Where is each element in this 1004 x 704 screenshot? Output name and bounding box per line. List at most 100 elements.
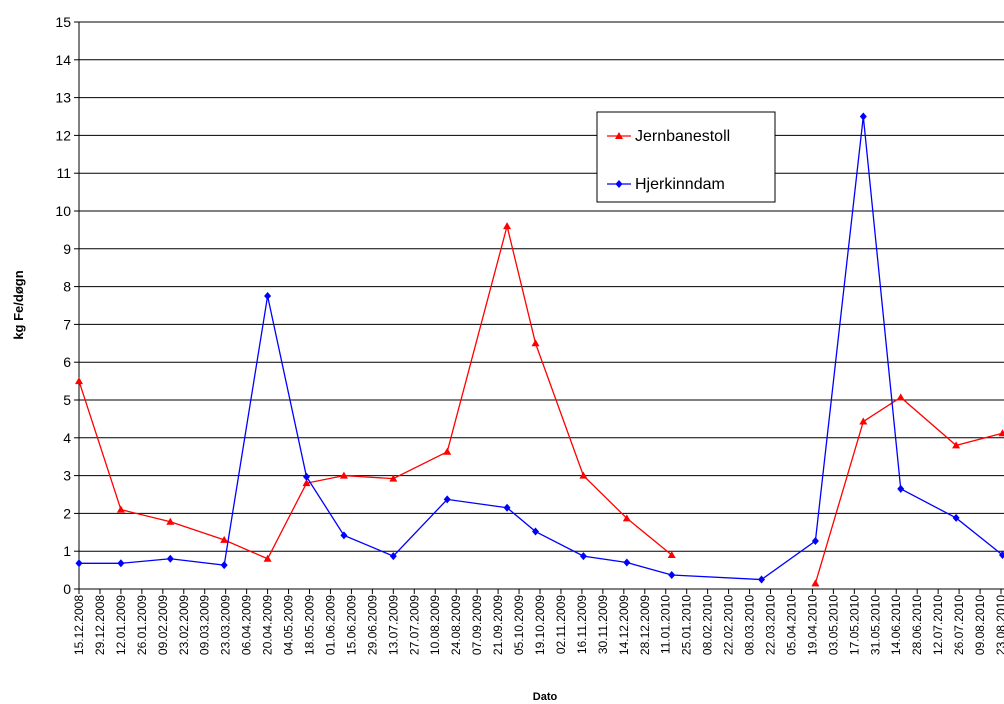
x-tick-label: 30.11.2009 bbox=[596, 595, 610, 654]
x-tick-label: 06.04.2009 bbox=[240, 595, 254, 655]
marker bbox=[622, 514, 631, 522]
x-tick-label: 17.05.2010 bbox=[847, 595, 861, 655]
x-tick-label: 23.02.2009 bbox=[177, 595, 191, 655]
marker bbox=[117, 559, 125, 568]
y-tick-label: 3 bbox=[63, 468, 71, 484]
marker bbox=[668, 571, 676, 580]
x-tick-label: 11.01.2010 bbox=[659, 595, 673, 654]
marker bbox=[166, 517, 175, 525]
marker bbox=[897, 484, 905, 493]
marker bbox=[896, 393, 905, 401]
x-tick-label: 07.09.2009 bbox=[470, 595, 484, 655]
x-tick-label: 13.07.2009 bbox=[386, 595, 400, 655]
y-tick-label: 10 bbox=[55, 203, 71, 219]
marker bbox=[579, 471, 588, 479]
x-tick-label: 27.07.2009 bbox=[407, 595, 421, 655]
y-tick-label: 8 bbox=[63, 279, 71, 295]
marker bbox=[623, 558, 631, 567]
x-tick-label: 09.02.2009 bbox=[156, 595, 170, 655]
x-tick-label: 15.12.2008 bbox=[72, 595, 86, 655]
marker bbox=[859, 112, 867, 121]
x-tick-label: 05.10.2009 bbox=[512, 595, 526, 655]
marker bbox=[952, 513, 960, 522]
marker bbox=[263, 554, 272, 562]
marker bbox=[531, 339, 540, 347]
y-tick-label: 5 bbox=[63, 392, 71, 408]
x-tick-label: 23.08.2010 bbox=[994, 595, 1004, 655]
x-tick-label: 16.11.2009 bbox=[575, 595, 589, 654]
marker bbox=[116, 505, 125, 513]
y-tick-label: 0 bbox=[63, 581, 71, 597]
y-tick-label: 7 bbox=[63, 316, 71, 332]
marker bbox=[339, 471, 348, 479]
marker bbox=[443, 495, 451, 504]
x-tick-label: 12.07.2010 bbox=[931, 595, 945, 655]
x-tick-label: 15.06.2009 bbox=[344, 595, 358, 655]
x-tick-label: 23.03.2009 bbox=[219, 595, 233, 655]
marker bbox=[811, 579, 820, 587]
x-tick-label: 02.11.2009 bbox=[554, 595, 568, 654]
marker bbox=[579, 552, 587, 561]
marker bbox=[75, 559, 83, 568]
marker bbox=[389, 552, 397, 561]
y-tick-label: 4 bbox=[63, 430, 71, 446]
x-tick-label: 03.05.2010 bbox=[826, 595, 840, 655]
x-tick-label: 25.01.2010 bbox=[680, 595, 694, 655]
marker bbox=[952, 441, 961, 449]
y-tick-label: 11 bbox=[56, 165, 71, 181]
marker bbox=[758, 575, 766, 584]
x-tick-label: 22.03.2010 bbox=[764, 595, 778, 655]
x-tick-label: 24.08.2009 bbox=[449, 595, 463, 655]
marker bbox=[220, 535, 229, 543]
x-tick-label: 29.12.2008 bbox=[93, 595, 107, 655]
marker bbox=[811, 536, 819, 545]
marker bbox=[859, 417, 868, 425]
x-tick-label: 14.12.2009 bbox=[617, 595, 631, 655]
y-axis-label: kg Fe/døgn bbox=[11, 270, 26, 339]
x-tick-label: 09.03.2009 bbox=[198, 595, 212, 655]
marker bbox=[389, 474, 398, 482]
x-tick-label: 21.09.2009 bbox=[491, 595, 505, 655]
x-tick-label: 04.05.2009 bbox=[282, 595, 296, 655]
x-tick-label: 18.05.2009 bbox=[303, 595, 317, 655]
marker bbox=[340, 531, 348, 540]
x-tick-label: 26.07.2010 bbox=[952, 595, 966, 655]
x-tick-label: 31.05.2010 bbox=[868, 595, 882, 655]
marker bbox=[999, 550, 1004, 559]
x-tick-label: 20.04.2009 bbox=[261, 595, 275, 655]
legend-label: Hjerkinndam bbox=[635, 176, 725, 193]
legend-label: Jernbanestoll bbox=[635, 128, 730, 145]
y-tick-label: 12 bbox=[55, 127, 71, 143]
y-tick-label: 1 bbox=[63, 543, 71, 559]
x-tick-label: 01.06.2009 bbox=[323, 595, 337, 655]
y-tick-label: 15 bbox=[55, 14, 71, 30]
x-tick-label: 29.06.2009 bbox=[365, 595, 379, 655]
legend-marker bbox=[615, 132, 623, 139]
x-tick-label: 26.01.2009 bbox=[135, 595, 149, 655]
x-tick-label: 28.12.2009 bbox=[638, 595, 652, 655]
series-line bbox=[78, 225, 1003, 584]
marker bbox=[667, 550, 676, 558]
x-tick-label: 28.06.2010 bbox=[910, 595, 924, 655]
x-tick-label: 22.02.2010 bbox=[722, 595, 736, 655]
marker bbox=[998, 429, 1004, 437]
x-tick-label: 14.06.2010 bbox=[889, 595, 903, 655]
x-tick-label: 10.08.2009 bbox=[428, 595, 442, 655]
marker bbox=[503, 503, 511, 512]
x-axis-label: Dato bbox=[533, 691, 558, 703]
x-tick-label: 08.02.2010 bbox=[701, 595, 715, 655]
y-tick-label: 2 bbox=[63, 505, 71, 521]
x-tick-label: 19.10.2009 bbox=[533, 595, 547, 655]
marker bbox=[75, 377, 83, 385]
marker bbox=[220, 561, 228, 570]
y-tick-label: 6 bbox=[63, 354, 71, 370]
x-tick-label: 08.03.2010 bbox=[743, 595, 757, 655]
marker bbox=[503, 222, 512, 230]
x-tick-label: 12.01.2009 bbox=[114, 595, 128, 655]
x-tick-label: 05.04.2010 bbox=[784, 595, 798, 655]
marker bbox=[303, 472, 311, 481]
x-tick-label: 09.08.2010 bbox=[973, 595, 987, 655]
legend-box bbox=[596, 111, 776, 203]
series-line bbox=[79, 116, 1003, 581]
